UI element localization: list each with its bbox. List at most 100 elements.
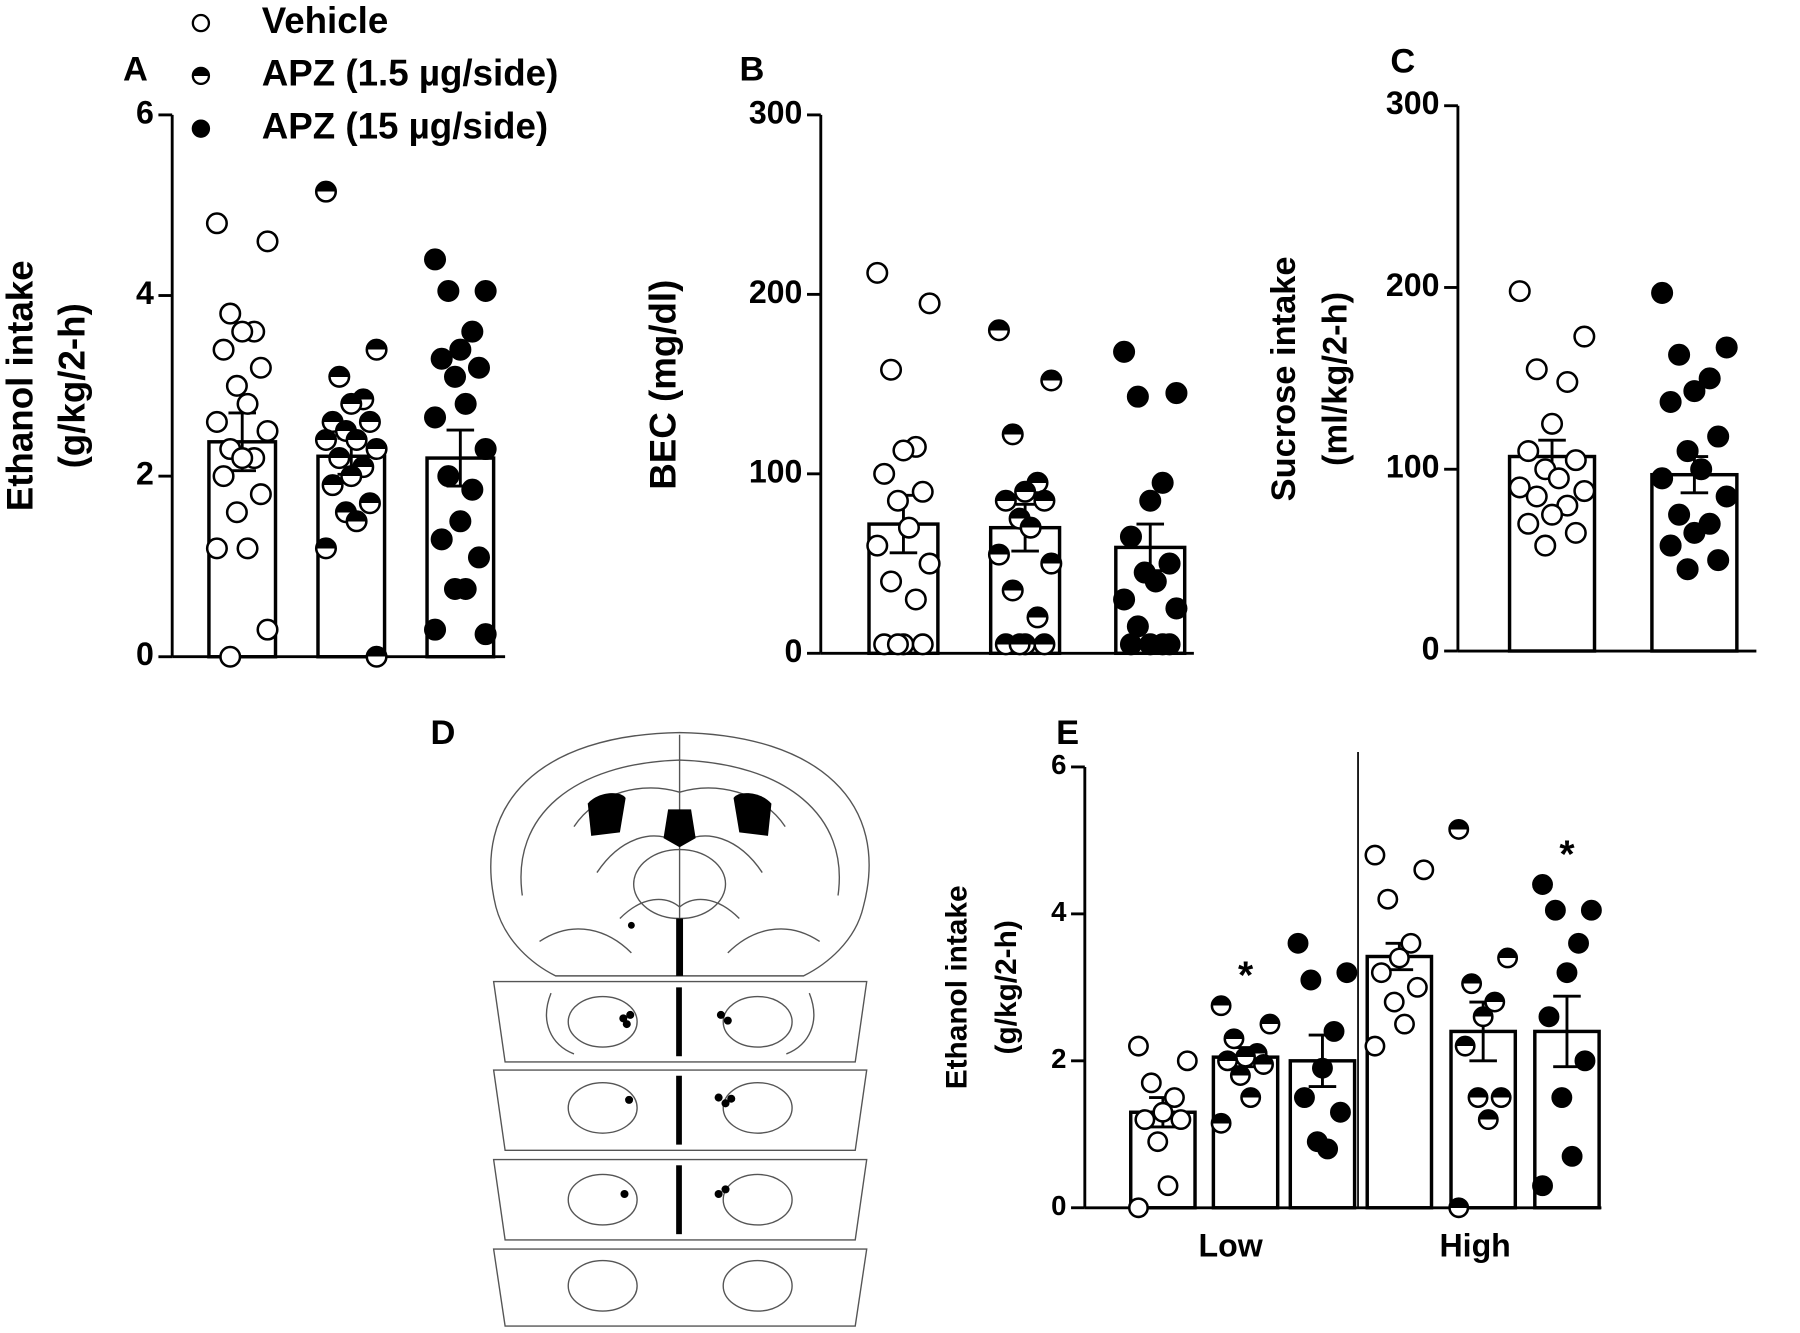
data-point — [1683, 380, 1706, 403]
data-point — [994, 489, 1017, 512]
data-point — [1210, 1112, 1232, 1134]
data-point — [1165, 597, 1188, 620]
data-point — [1676, 440, 1699, 463]
data-point — [1707, 549, 1730, 572]
significance-star: * — [1238, 954, 1254, 997]
data-point — [1477, 1109, 1499, 1131]
data-point — [1383, 991, 1405, 1013]
data-point — [424, 406, 447, 429]
data-point — [1259, 1013, 1281, 1035]
data-point — [880, 570, 903, 593]
data-point — [1364, 1035, 1386, 1057]
brain-diagram — [490, 731, 870, 1327]
data-point — [1040, 552, 1063, 575]
data-point — [212, 465, 235, 488]
data-point — [1001, 423, 1024, 446]
data-point — [365, 338, 388, 361]
data-point — [1454, 1035, 1476, 1057]
data-point — [1240, 1087, 1262, 1109]
data-point — [1532, 874, 1553, 895]
data-point — [1134, 1109, 1156, 1131]
y-tick-label: 100 — [1386, 449, 1440, 485]
data-point — [256, 230, 279, 253]
data-point — [1461, 973, 1483, 995]
y-tick-label: 0 — [136, 636, 154, 672]
data-point — [1690, 458, 1713, 481]
data-point — [866, 261, 889, 284]
data-point — [1525, 485, 1548, 508]
data-point — [1544, 899, 1566, 921]
data-point — [897, 516, 920, 539]
data-point — [1651, 281, 1674, 304]
data-point — [443, 365, 467, 388]
panel-label: B — [739, 50, 764, 88]
data-point — [987, 319, 1010, 342]
data-point — [256, 419, 279, 442]
x-tick-label: High — [1439, 1227, 1510, 1263]
data-point — [1683, 521, 1706, 544]
data-point — [1144, 570, 1167, 593]
legend-marker — [191, 119, 211, 138]
data-point — [358, 410, 381, 433]
data-point — [256, 618, 279, 641]
data-point — [1158, 552, 1181, 575]
y-tick-label: 2 — [136, 456, 154, 492]
data-point — [1217, 1050, 1238, 1072]
y-tick-label: 100 — [749, 453, 803, 489]
data-point — [474, 438, 497, 461]
data-point — [1490, 1087, 1512, 1109]
data-point — [1157, 1175, 1179, 1197]
data-point — [1568, 932, 1589, 954]
data-point — [1525, 358, 1548, 381]
data-point — [1532, 1175, 1553, 1197]
data-point — [328, 447, 351, 470]
data-point — [1040, 369, 1063, 392]
data-point — [340, 465, 363, 488]
data-point — [1388, 947, 1410, 969]
data-point — [461, 320, 484, 343]
data-point — [1033, 633, 1056, 656]
data-point — [904, 588, 927, 611]
data-point — [1508, 476, 1531, 499]
data-point — [880, 358, 903, 381]
y-tick-label: 200 — [1386, 267, 1440, 303]
y-tick-label: 2 — [1051, 1043, 1066, 1074]
data-point — [1573, 480, 1596, 503]
data-point — [236, 392, 259, 415]
data-point — [1538, 1006, 1560, 1028]
error-bar — [1553, 994, 1581, 1069]
data-point — [1119, 525, 1142, 548]
data-point — [1517, 512, 1540, 535]
data-point — [1377, 888, 1399, 910]
y-tick-label: 4 — [136, 275, 154, 311]
data-point — [1406, 976, 1428, 998]
data-point — [873, 462, 896, 485]
data-point — [1126, 615, 1149, 638]
data-point — [1715, 336, 1738, 359]
data-point — [1556, 370, 1579, 394]
data-point — [1668, 503, 1691, 526]
data-point — [449, 338, 472, 361]
data-point — [437, 279, 460, 303]
data-point — [430, 528, 453, 551]
data-point — [1033, 489, 1056, 512]
data-point — [1698, 367, 1721, 390]
data-point — [1564, 521, 1587, 544]
legend-marker — [191, 13, 211, 33]
y-axis-label: Sucrose intake — [1265, 256, 1303, 501]
legend-label: APZ (15 µg/side) — [262, 105, 548, 146]
data-point — [1147, 1131, 1169, 1153]
data-point — [437, 465, 460, 488]
data-point — [1574, 1050, 1596, 1072]
panel-label: D — [430, 714, 455, 752]
data-point — [1026, 606, 1049, 629]
data-point — [1484, 991, 1506, 1013]
data-point — [1364, 844, 1386, 866]
data-point — [892, 439, 915, 462]
data-point — [314, 180, 337, 203]
y-axis-label: (g/kg/2-h) — [990, 920, 1023, 1054]
data-point — [236, 537, 259, 560]
data-point — [1287, 932, 1309, 954]
